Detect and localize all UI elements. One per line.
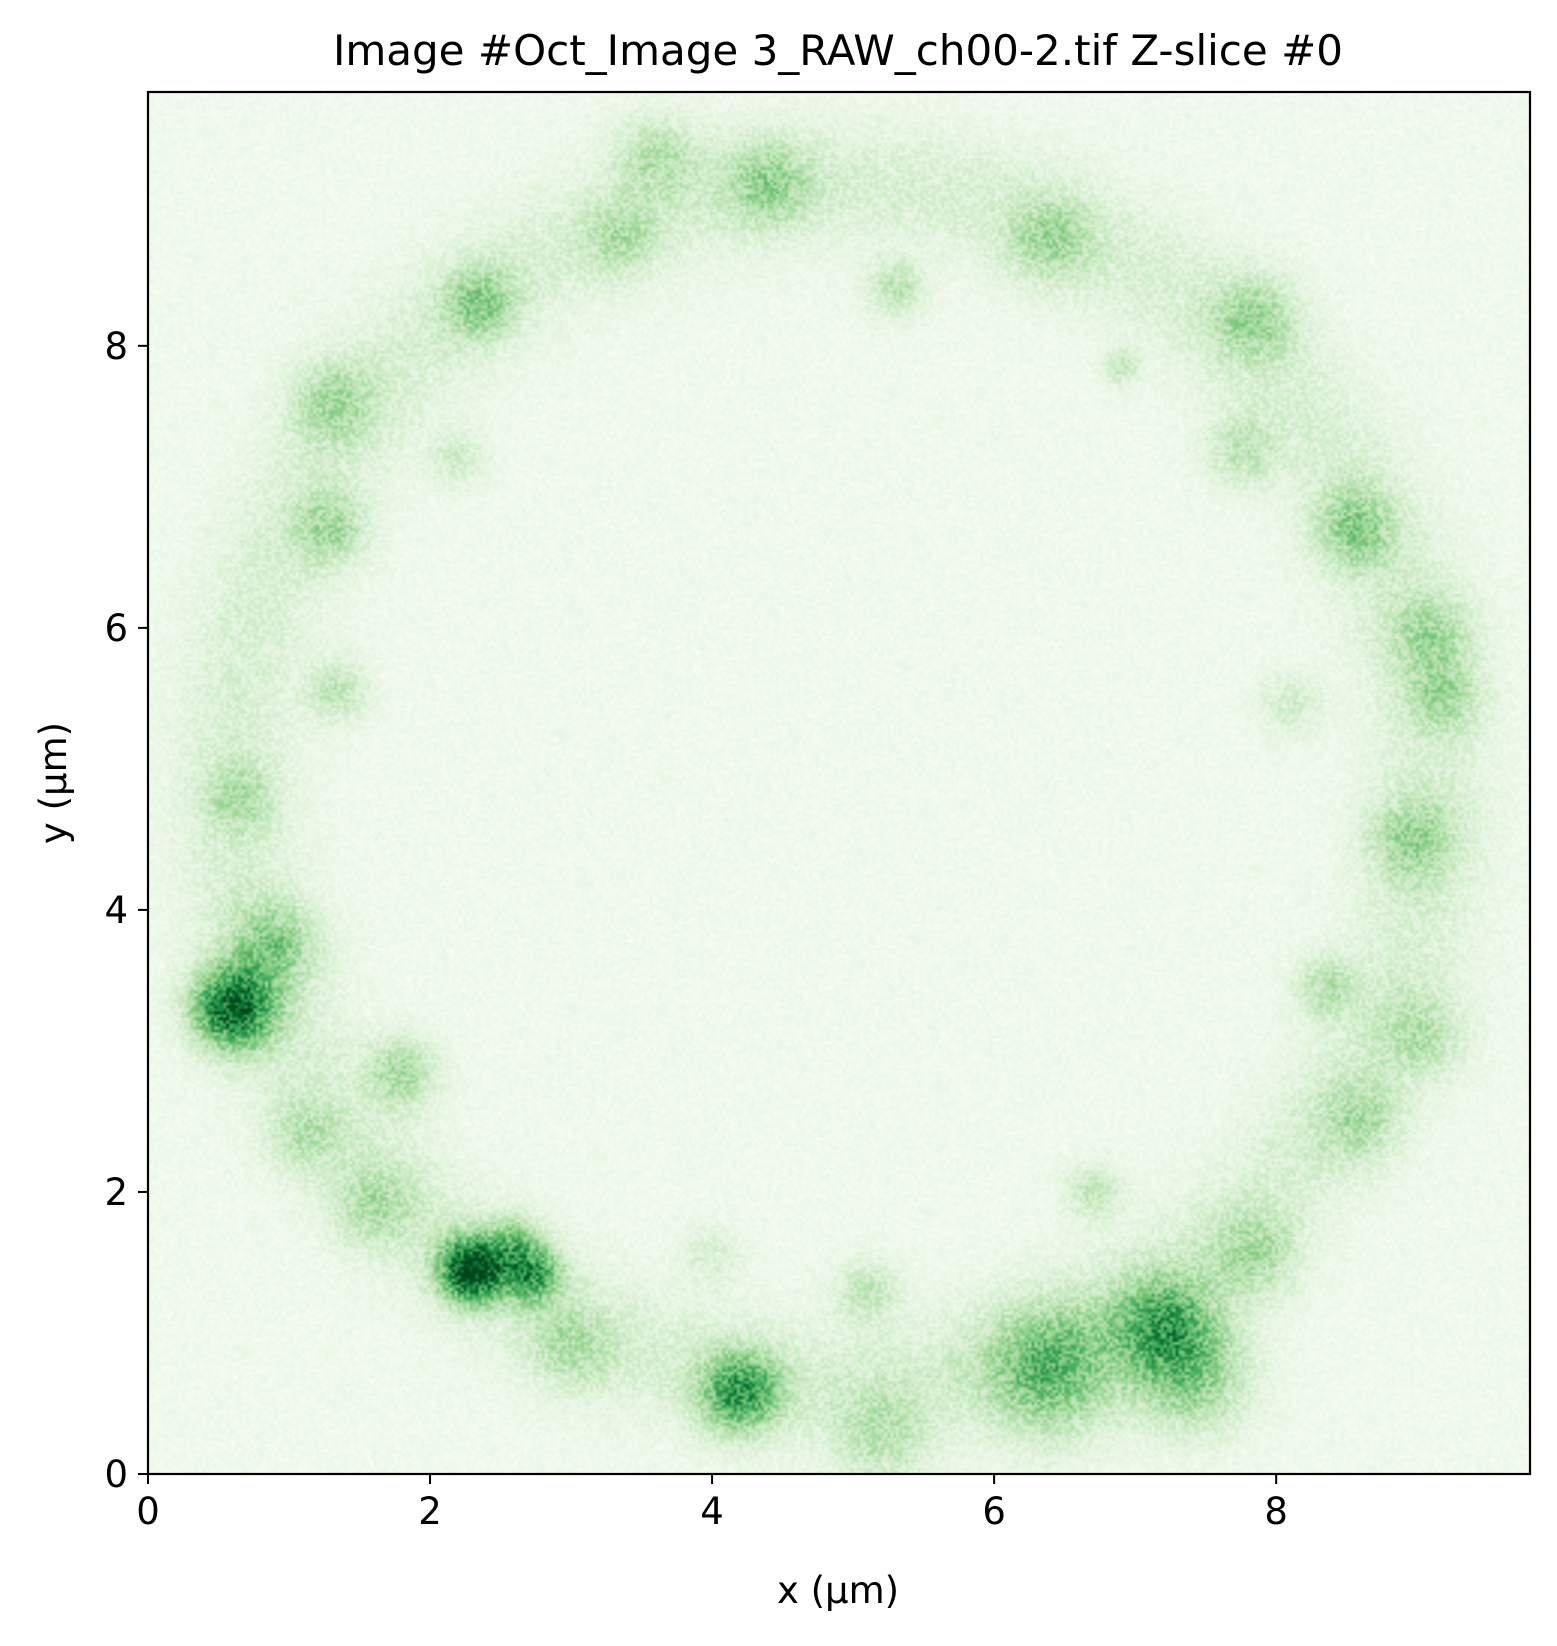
y-axis-label: y (μm) [32, 722, 75, 844]
y-tick-label: 2 [104, 1171, 128, 1214]
chart-title: Image #Oct_Image 3_RAW_ch00-2.tif Z-slic… [333, 26, 1343, 75]
y-tick-label: 0 [104, 1453, 128, 1496]
heatmap-image [148, 92, 1530, 1474]
y-tick-label: 8 [104, 325, 128, 368]
x-tick-label: 8 [1264, 1490, 1288, 1533]
x-tick-label: 2 [418, 1490, 442, 1533]
y-tick-label: 6 [104, 607, 128, 650]
x-axis-label: x (μm) [777, 1569, 899, 1612]
x-tick-label: 0 [136, 1490, 160, 1533]
x-tick-label: 6 [982, 1490, 1006, 1533]
y-tick-label: 4 [104, 889, 128, 932]
axis-ticks: 0 2 4 6 8 0 2 4 6 8 [104, 325, 1287, 1533]
plot-frame [146, 90, 1532, 1476]
x-tick-label: 4 [700, 1490, 724, 1533]
